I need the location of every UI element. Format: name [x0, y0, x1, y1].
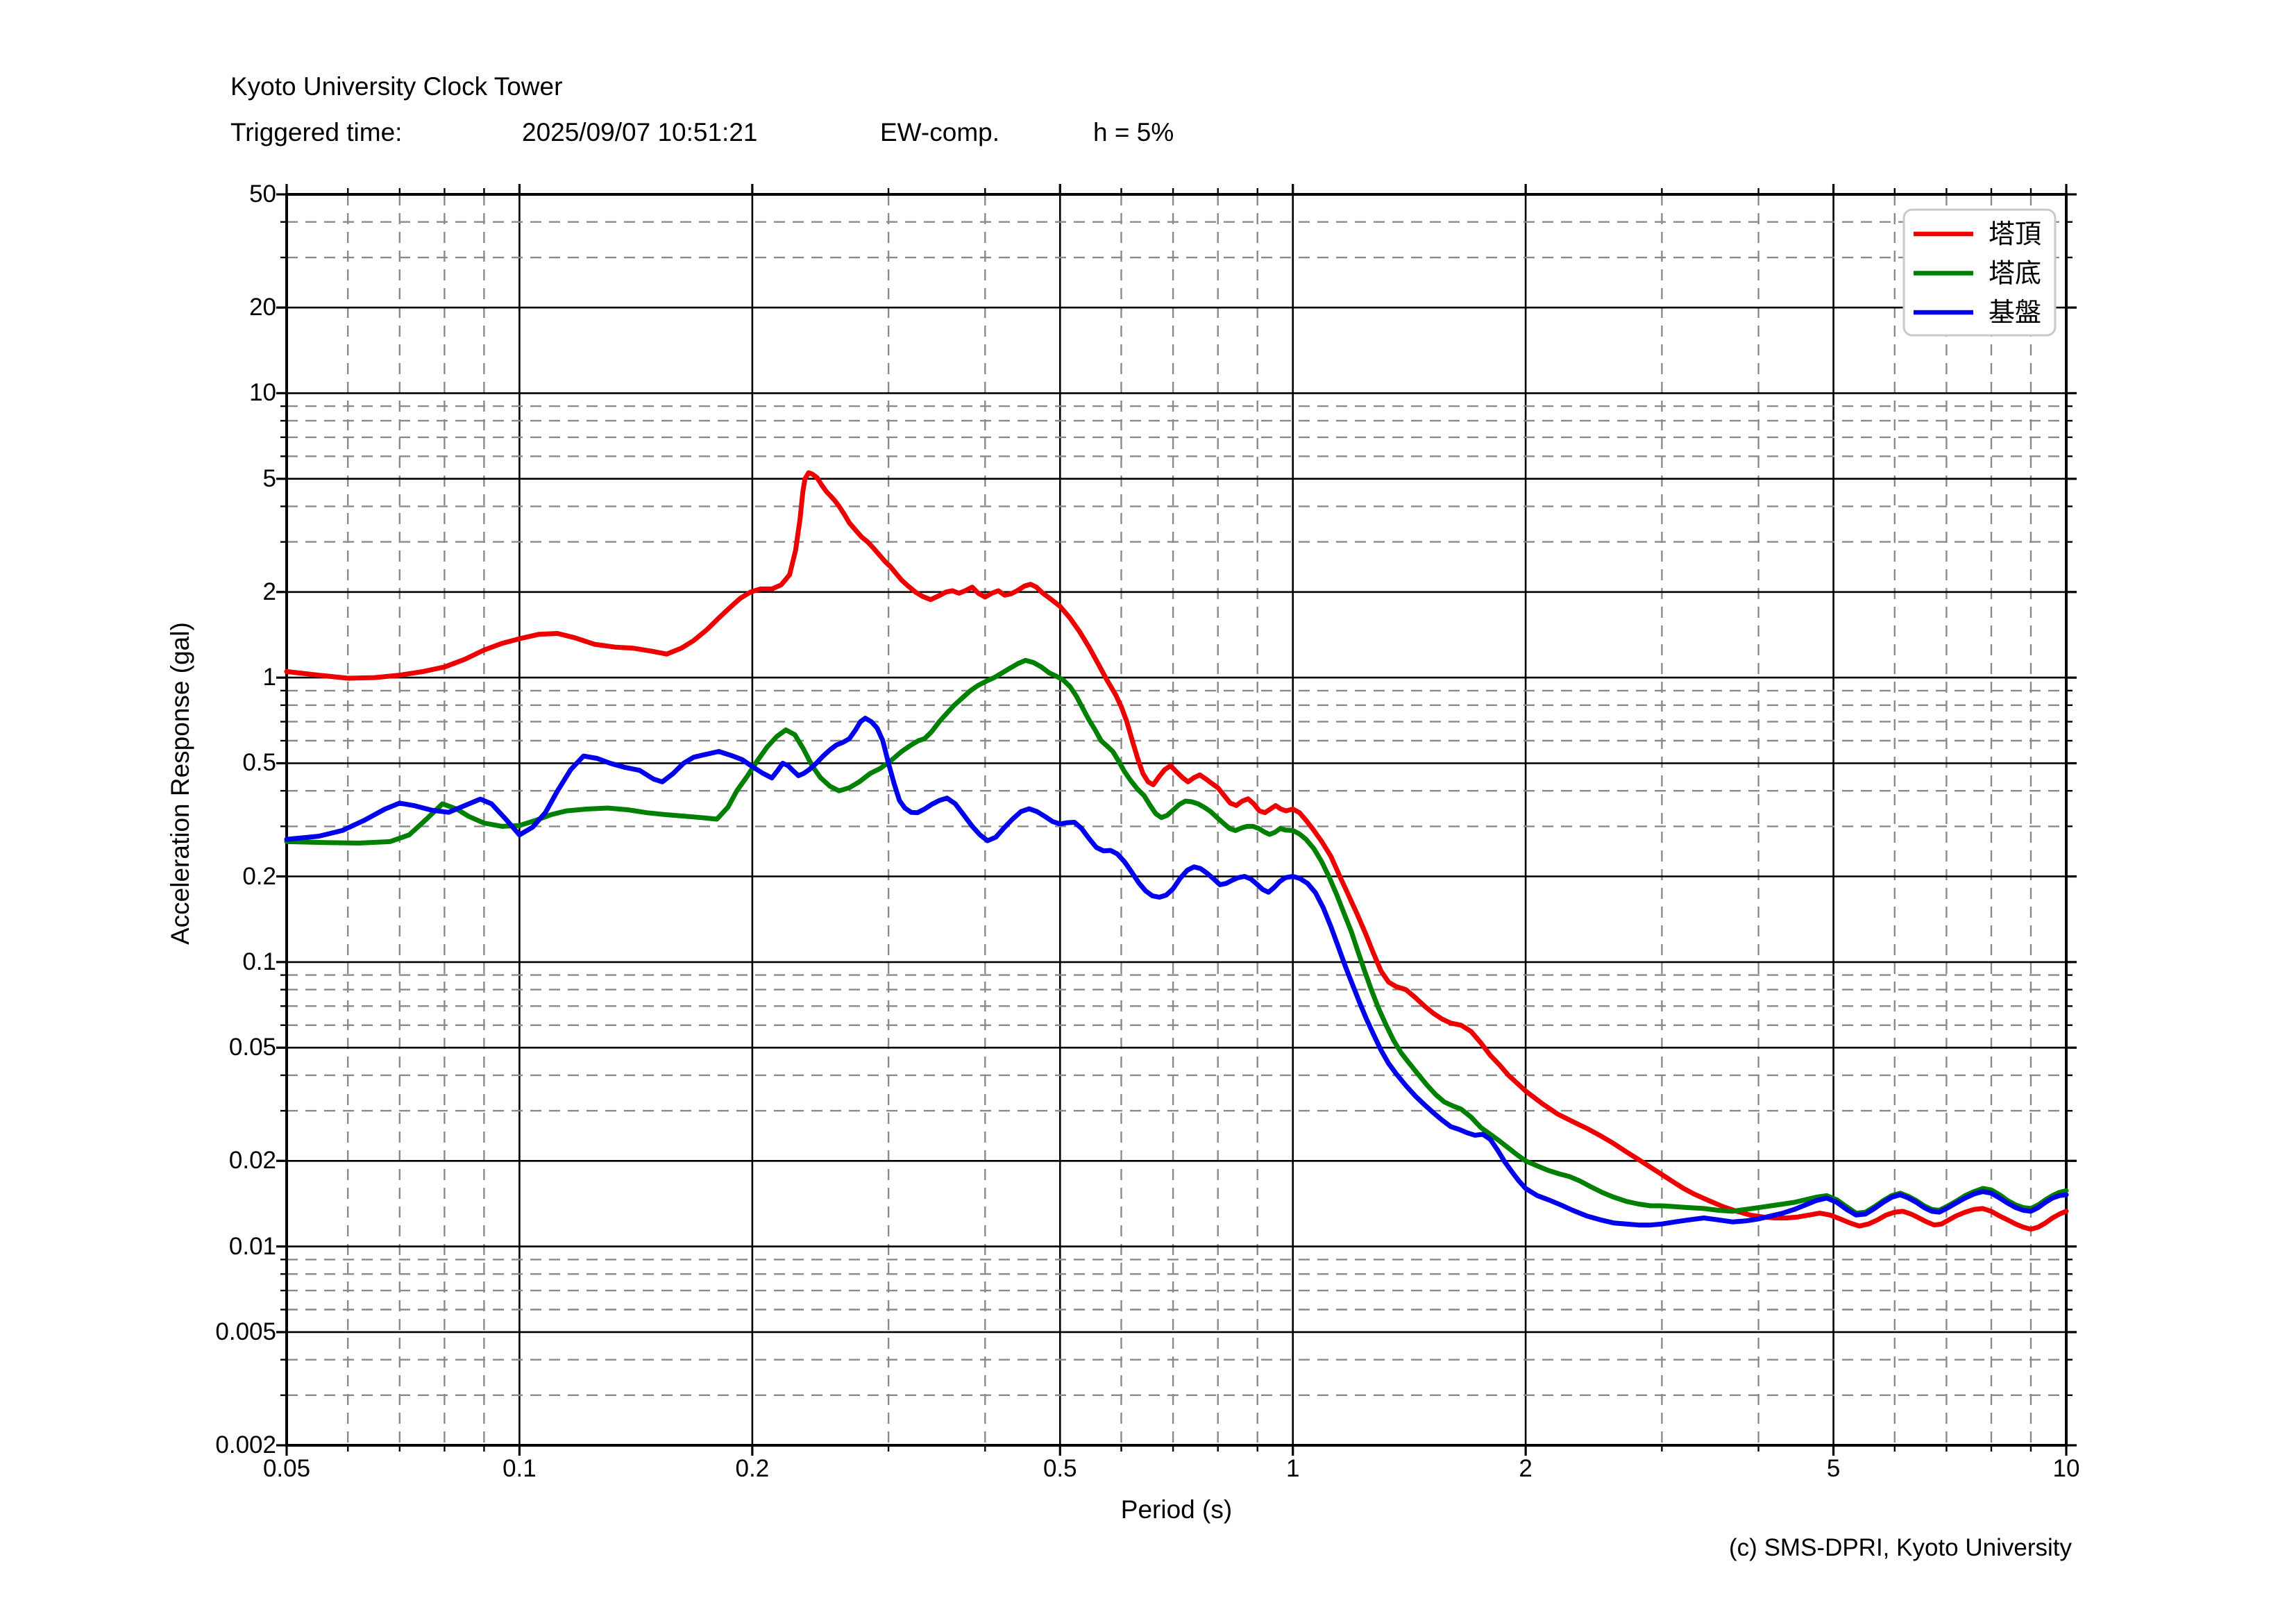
x-tick-label: 1 [1285, 1455, 1300, 1482]
legend-label: 基盤 [1989, 298, 2041, 328]
y-tick-label: 20 [249, 294, 276, 321]
triggered-time-label: Triggered time: [230, 118, 403, 146]
x-tick-label: 0.5 [1043, 1455, 1077, 1482]
y-tick-label: 10 [249, 379, 276, 407]
y-tick-label: 0.002 [215, 1431, 276, 1458]
series-line-2 [284, 716, 2069, 1228]
y-tick-label: 0.05 [228, 1034, 276, 1061]
copyright-credit: (c) SMS-DPRI, Kyoto University [1729, 1534, 2072, 1561]
legend-label: 塔底 [1989, 260, 2041, 289]
x-axis-label: Period (s) [1120, 1495, 1233, 1524]
y-axis-label: Acceleration Response (gal) [166, 622, 194, 945]
component-label: EW-comp. [880, 118, 1000, 146]
series-line-0 [284, 470, 2069, 1232]
x-tick-label: 0.1 [503, 1455, 537, 1482]
y-tick-label: 0.5 [242, 749, 276, 777]
y-tick-label: 0.005 [215, 1318, 276, 1345]
x-tick-label: 10 [2052, 1455, 2080, 1482]
y-tick-label: 0.2 [242, 862, 276, 890]
y-tick-label: 2 [262, 578, 276, 605]
damping-label: h = 5% [1093, 118, 1174, 146]
y-tick-label: 0.01 [228, 1232, 276, 1260]
series-line-1 [284, 657, 2069, 1216]
y-tick-label: 0.1 [242, 948, 276, 975]
legend-box [1902, 208, 2057, 337]
x-tick-label: 0.05 [262, 1455, 311, 1482]
page-title: Kyoto University Clock Tower [230, 72, 563, 101]
x-tick-label: 2 [1519, 1455, 1533, 1482]
y-tick-label: 1 [262, 664, 276, 691]
y-tick-label: 5 [262, 464, 276, 492]
y-tick-label: 0.02 [228, 1147, 276, 1175]
plot-border [285, 193, 2068, 1447]
y-tick-label: 50 [249, 180, 276, 208]
triggered-time-value: 2025/09/07 10:51:21 [522, 118, 758, 146]
x-tick-label: 0.2 [735, 1455, 770, 1482]
legend-label: 塔頂 [1989, 220, 2041, 249]
x-tick-label: 5 [1826, 1455, 1841, 1482]
